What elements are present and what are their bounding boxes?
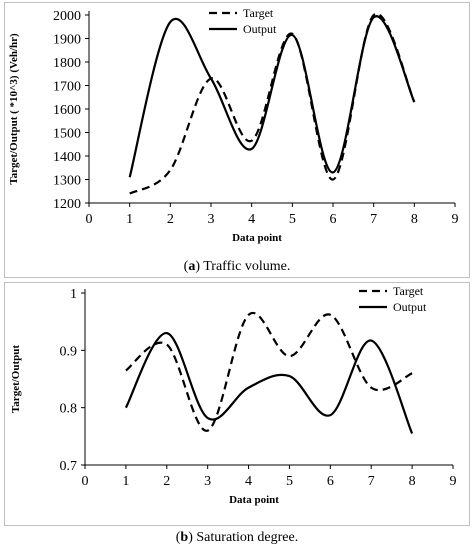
series-line-target <box>125 311 413 432</box>
x-tick-label: 3 <box>204 474 211 489</box>
y-tick-label: 1900 <box>53 33 81 48</box>
x-tick-label: 8 <box>409 474 416 489</box>
y-axis-label: Target/Output <box>10 345 22 413</box>
saturation-degree-chart: 0.7 0.8 0.9 1 0 1 2 3 4 5 6 7 8 9 Data point Target/Out… <box>10 284 457 506</box>
legend-label-output: Output <box>393 300 427 314</box>
caption-open-paren: ( <box>183 259 189 274</box>
traffic-volume-chart: 1200 1300 1400 1500 1600 1700 1800 1900 2000 0 1 2 3… <box>8 6 459 244</box>
y-tick-label: 1400 <box>53 150 81 165</box>
x-tick-label: 5 <box>289 212 296 227</box>
series-line-output <box>124 332 414 434</box>
x-tick-label: 7 <box>370 212 377 227</box>
series-line-target <box>129 12 416 195</box>
x-tick-label: 7 <box>368 474 375 489</box>
chart-panel-traffic-volume: 1200 1300 1400 1500 1600 1700 1800 1900 2000 0 1 2 3… <box>4 2 470 278</box>
x-tick-label: 3 <box>208 212 215 227</box>
x-tick-label: 4 <box>248 212 255 227</box>
y-tick-label: 1800 <box>53 56 81 71</box>
x-tick-label: 5 <box>286 474 293 489</box>
legend-label-target: Target <box>243 6 274 20</box>
caption-open-paren: ( <box>175 530 181 545</box>
caption-letter: a <box>188 259 196 274</box>
x-tick-label: 2 <box>167 212 174 227</box>
x-tick-label: 6 <box>327 474 334 489</box>
x-tick-label: 4 <box>245 474 252 489</box>
x-axis-label: Data point <box>229 494 279 506</box>
y-tick-label: 1 <box>70 287 77 302</box>
caption-text: Traffic volume. <box>199 259 291 274</box>
caption-traffic-volume: (a) Traffic volume. <box>0 259 474 275</box>
x-tick-label: 0 <box>86 212 93 227</box>
y-tick-label: 1300 <box>53 174 81 189</box>
series-line-output <box>128 15 416 178</box>
caption-close-paren: ) <box>188 530 193 545</box>
y-tick-label: 0.9 <box>60 344 78 359</box>
caption-close-paren: ) <box>195 259 200 274</box>
x-tick-label: 1 <box>126 212 133 227</box>
x-tick-label: 8 <box>411 212 418 227</box>
caption-saturation-degree: (b) Saturation degree. <box>0 530 474 546</box>
x-tick-label: 9 <box>450 474 457 489</box>
x-tick-label: 1 <box>122 474 129 489</box>
y-axis-label: Target/Output ( *10^3) (Veh/hr) <box>8 33 20 185</box>
legend-label-output: Output <box>243 22 277 36</box>
x-axis-label: Data point <box>232 232 282 244</box>
x-tick-label: 0 <box>82 474 89 489</box>
x-tick-label: 6 <box>330 212 337 227</box>
caption-letter: b <box>180 530 189 545</box>
y-tick-label: 1600 <box>53 103 81 118</box>
x-tick-label: 9 <box>452 212 459 227</box>
x-tick-label: 2 <box>163 474 170 489</box>
y-tick-label: 1700 <box>53 80 81 95</box>
caption-text: Saturation degree. <box>192 530 299 545</box>
y-tick-label: 0.7 <box>60 459 78 474</box>
y-tick-label: 1200 <box>53 197 81 212</box>
y-tick-label: 2000 <box>53 9 81 24</box>
chart-panel-saturation-degree: 0.7 0.8 0.9 1 0 1 2 3 4 5 6 7 8 9 Data point Target/Out… <box>4 282 470 526</box>
y-tick-label: 0.8 <box>60 402 78 417</box>
y-tick-label: 1500 <box>53 127 81 142</box>
legend-label-target: Target <box>393 284 424 298</box>
